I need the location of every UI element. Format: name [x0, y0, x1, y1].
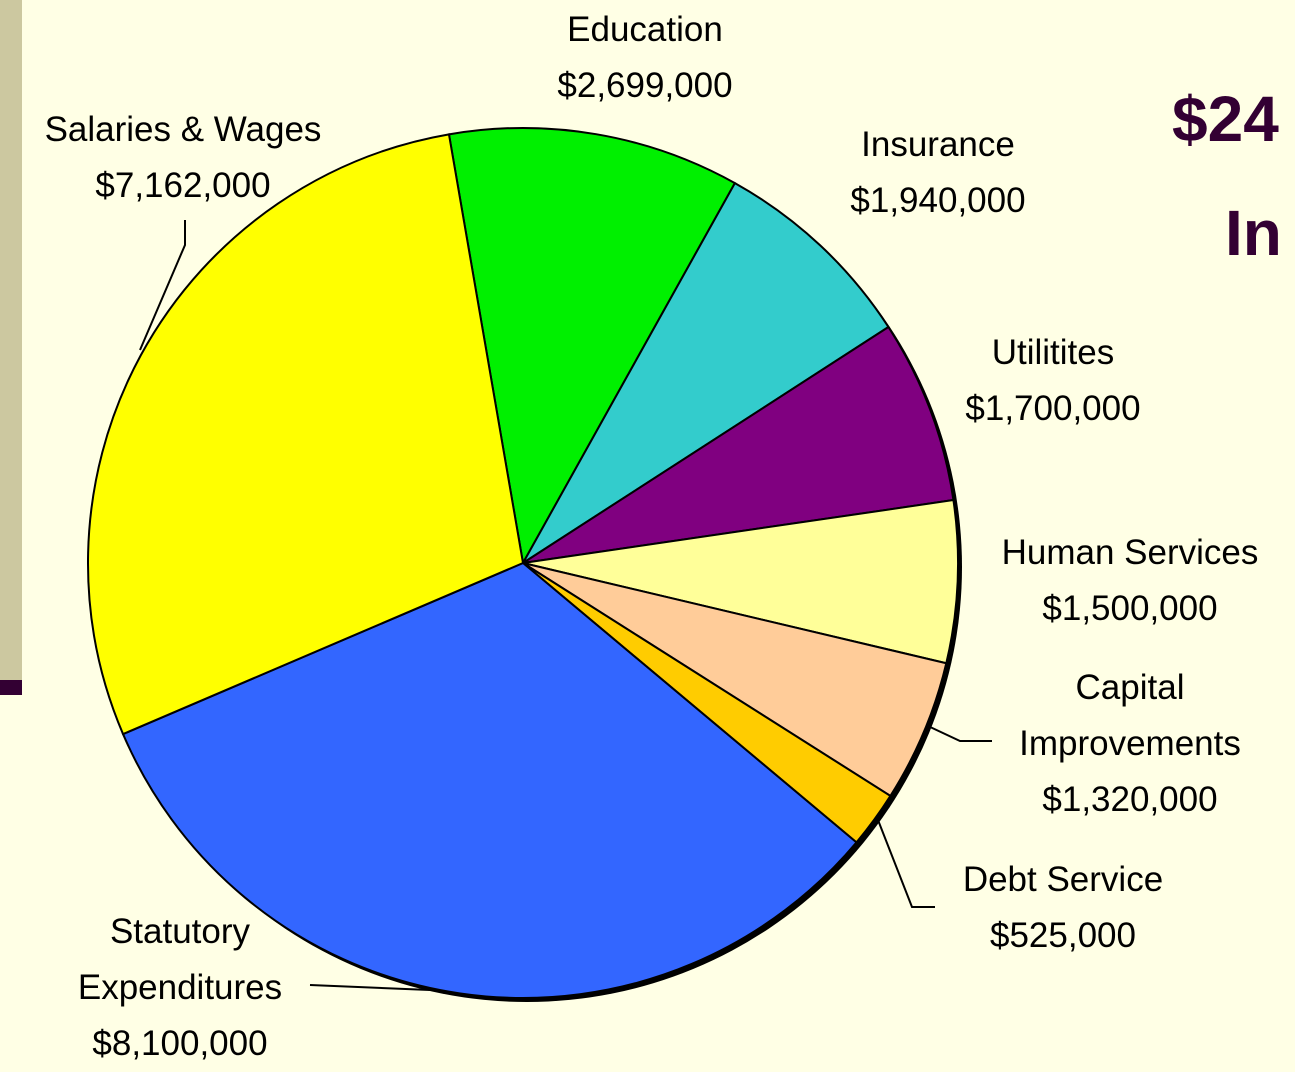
slice-label: Human Services $1,500,000	[965, 525, 1295, 637]
value-label: $1,700,000	[965, 389, 1141, 428]
value-label: $7,162,000	[95, 166, 271, 205]
leader-line	[927, 725, 992, 742]
value-label: $8,100,000	[92, 1024, 268, 1063]
value-label: $1,940,000	[850, 181, 1026, 220]
slice-label: Education $2,699,000	[495, 2, 795, 114]
leader-line	[309, 984, 431, 991]
category-label: Statutory Expenditures	[77, 912, 283, 1007]
pie-slice	[522, 181, 890, 564]
pie-slice	[522, 325, 955, 564]
category-label: Education	[567, 10, 723, 49]
slice-label: Insurance $1,940,000	[788, 117, 1088, 229]
value-label: $525,000	[990, 916, 1136, 955]
title-fragment: In	[1225, 197, 1282, 269]
side-strip	[0, 0, 22, 680]
category-label: Salaries & Wages	[44, 110, 322, 149]
slice-label: Utilitites $1,700,000	[903, 325, 1203, 437]
category-label: Capital Improvements	[1019, 668, 1241, 763]
pie-slice	[121, 561, 858, 999]
category-label: Debt Service	[962, 860, 1164, 899]
value-label: $2,699,000	[557, 66, 733, 105]
category-label: Human Services	[1001, 533, 1259, 572]
slice-label: Debt Service $525,000	[913, 852, 1213, 964]
slice-label: Statutory Expenditures $8,100,000	[55, 904, 305, 1072]
value-label: $1,320,000	[1042, 780, 1218, 819]
pie-slice	[522, 562, 948, 798]
pie	[87, 127, 962, 1002]
slice-label: Capital Improvements $1,320,000	[1000, 660, 1260, 828]
leader-line	[139, 220, 186, 351]
leader-lines	[139, 220, 992, 991]
category-label: Utilitites	[991, 333, 1115, 372]
slice-label: Salaries & Wages $7,162,000	[3, 102, 363, 214]
pie-slice	[522, 498, 959, 665]
side-bar	[0, 680, 22, 695]
leader-line	[877, 819, 935, 908]
title-fragment: $24	[1172, 83, 1279, 155]
pie-slice	[447, 127, 737, 566]
value-label: $1,500,000	[1042, 589, 1218, 628]
category-label: Insurance	[861, 125, 1015, 164]
pie-slice	[87, 133, 525, 736]
